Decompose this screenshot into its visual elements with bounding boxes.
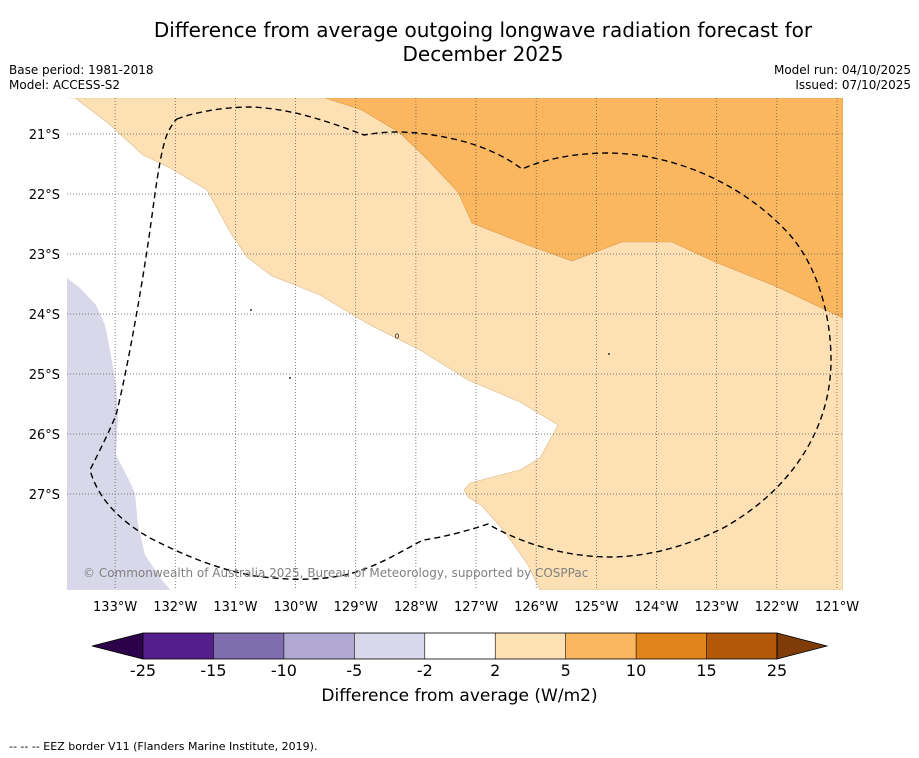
island-marker — [608, 353, 610, 355]
latitude-label: 27°S — [29, 488, 60, 503]
longitude-label: 133°W — [93, 600, 137, 615]
latitude-label: 22°S — [29, 188, 60, 203]
colorbar-segment — [143, 633, 214, 659]
colorbar-tick-label: 10 — [626, 661, 646, 680]
colorbar-segment — [495, 633, 567, 659]
eez-border — [89, 106, 832, 580]
colorbar-tick-label: -2 — [417, 661, 433, 680]
longitude-label: 121°W — [815, 600, 859, 615]
issued-text: Issued: 07/10/2025 — [795, 78, 911, 92]
longitude-label: 131°W — [213, 600, 257, 615]
colorbar-segment — [706, 633, 778, 659]
gridlines — [67, 98, 843, 590]
meta-left: Base period: 1981-2018 Model: ACCESS-S2 — [9, 63, 154, 93]
latitude-label: 23°S — [29, 248, 60, 263]
colorbar-tick-label: -25 — [130, 661, 156, 680]
colorbar-tick-label: 25 — [767, 661, 787, 680]
longitude-label: 124°W — [634, 600, 678, 615]
model-text: Model: ACCESS-S2 — [9, 78, 121, 92]
colorbar-segment — [636, 633, 708, 659]
colorbar-tick-label: -5 — [346, 661, 362, 680]
longitude-label: 129°W — [334, 600, 378, 615]
colorbar-tick-label: -15 — [200, 661, 226, 680]
colorbar: -25 -15 -10 -5 -2 2 5 10 15 25 — [91, 632, 829, 680]
colorbar-label: Difference from average (W/m2) — [321, 686, 598, 706]
longitude-label: 125°W — [574, 600, 618, 615]
colorbar-segment — [424, 633, 496, 659]
chart-title: Difference from average outgoing longwav… — [0, 18, 919, 66]
colorbar-under-triangle — [91, 632, 144, 660]
longitude-labels: 133°W 132°W 131°W 130°W 129°W 128°W 127°W 126°W… — [93, 600, 859, 615]
colorbar-segment — [565, 633, 637, 659]
longitude-label: 122°W — [755, 600, 799, 615]
island-marker — [250, 309, 252, 311]
longitude-label: 132°W — [153, 600, 197, 615]
longitude-label: 127°W — [454, 600, 498, 615]
colorbar-segment — [213, 633, 285, 659]
longitude-label: 128°W — [394, 600, 438, 615]
latitude-label: 21°S — [29, 128, 60, 143]
meta-right: Model run: 04/10/2025 Issued: 07/10/2025 — [774, 63, 911, 93]
chart-title-line-2: December 2025 — [402, 42, 564, 66]
latitude-label: 25°S — [29, 368, 60, 383]
latitude-label: 24°S — [29, 308, 60, 323]
copyright-text: © Commonwealth of Australia 2025, Bureau… — [83, 566, 588, 580]
longitude-label: 126°W — [514, 600, 558, 615]
colorbar-segments — [143, 633, 778, 659]
anomaly-region-minus5-to-minus2 — [67, 278, 171, 590]
latitude-labels: 21°S 22°S 23°S 24°S 25°S 26°S 27°S — [29, 128, 60, 503]
colorbar-over-triangle — [776, 632, 829, 660]
longitude-label: 130°W — [274, 600, 318, 615]
colorbar-outline — [142, 632, 778, 660]
model-run-text: Model run: 04/10/2025 — [773, 63, 911, 77]
colorbar-tick-labels: -25 -15 -10 -5 -2 2 5 10 15 25 — [130, 661, 787, 680]
anomaly-region-5-to-10 — [324, 98, 843, 319]
colorbar-tick-label: 5 — [561, 661, 571, 680]
chart-title-line-1: Difference from average outgoing longwav… — [153, 18, 813, 42]
island-marker — [394, 333, 399, 339]
latitude-label: 26°S — [29, 428, 60, 443]
colorbar-segment — [354, 633, 426, 659]
map-plot-area: © Commonwealth of Australia 2025, Bureau… — [67, 98, 843, 590]
base-period-text: Base period: 1981-2018 — [9, 63, 154, 77]
island-marker — [289, 377, 291, 379]
eez-legend-text: -- -- -- EEZ border V11 (Flanders Marine… — [9, 740, 318, 753]
colorbar-segment — [283, 633, 355, 659]
colorbar-tick-label: -10 — [271, 661, 297, 680]
longitude-label: 123°W — [695, 600, 739, 615]
colorbar-tick-label: 2 — [490, 661, 500, 680]
colorbar-tick-label: 15 — [696, 661, 716, 680]
